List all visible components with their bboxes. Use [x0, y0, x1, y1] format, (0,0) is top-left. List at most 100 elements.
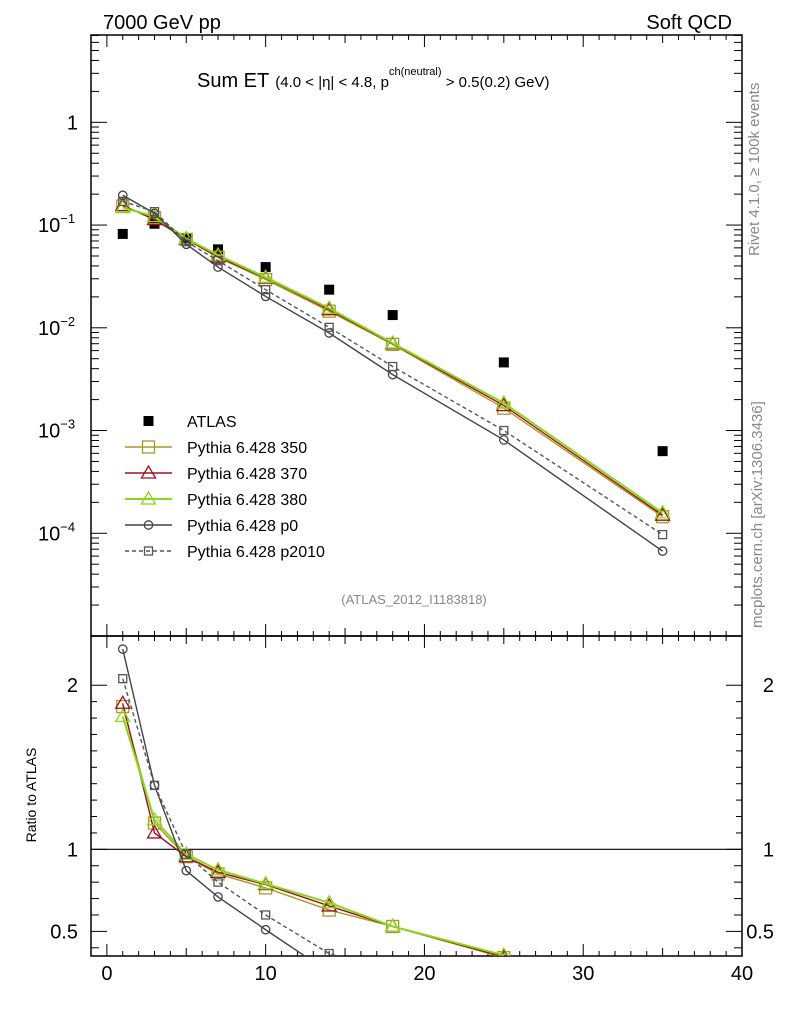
marker-square-small	[181, 849, 191, 859]
marker-circle	[657, 546, 668, 556]
main-series-line-p0	[122, 194, 664, 552]
marker-triangle	[257, 269, 274, 283]
marker-square	[497, 950, 511, 956]
marker-triangle	[321, 301, 338, 316]
main-title-superscript: ch(neutral)	[389, 66, 442, 78]
main-title-detail: (4.0 < |η| < 4.8, p	[275, 74, 389, 91]
header-left-label: 7000 GeV pp	[103, 12, 221, 34]
marker-triangle	[257, 875, 274, 890]
marker-triangle	[140, 464, 157, 479]
marker-atlas	[260, 262, 271, 273]
marker-square-small	[149, 207, 160, 217]
marker-atlas	[143, 416, 154, 426]
marker-triangle	[114, 199, 131, 214]
marker-square-small	[181, 236, 191, 247]
marker-circle	[117, 190, 128, 201]
marker-circle	[117, 644, 128, 654]
marker-atlas	[324, 284, 335, 295]
x-tick-label: 10	[255, 963, 277, 985]
marker-triangle	[209, 861, 227, 876]
marker-square-small	[388, 361, 398, 372]
ratio-series-line-py370	[122, 703, 504, 956]
marker-square-small	[118, 674, 128, 684]
main-y-tick-label: 10−4	[38, 519, 75, 545]
x-tick-label: 40	[731, 963, 753, 985]
legend-label-py380: Pythia 6.428 380	[187, 492, 307, 509]
marker-circle	[213, 262, 223, 272]
ratio-series-line-p2010	[122, 678, 340, 956]
legend: ATLAS Pythia 6.428 350 Pythia 6.428 370 Pyt…	[125, 414, 325, 561]
marker-square-small	[324, 322, 334, 333]
main-title-text: Sum ET	[197, 70, 269, 92]
marker-circle	[260, 924, 271, 935]
marker-triangle	[321, 299, 338, 314]
marker-triangle	[114, 694, 131, 709]
marker-triangle	[140, 490, 157, 505]
ratio-series-group	[114, 644, 511, 956]
x-tick-label: 30	[572, 963, 594, 985]
ratio-y-tick-label: 2	[67, 675, 78, 697]
header-right-label: Soft QCD	[646, 12, 732, 34]
ratio-frame	[90, 635, 743, 957]
x-tick-label: 0	[101, 963, 112, 985]
ratio-series-line-py350	[122, 706, 501, 956]
marker-triangle	[384, 334, 401, 349]
marker-circle	[213, 892, 223, 902]
marker-square-small	[143, 546, 154, 556]
marker-square-small	[657, 529, 668, 540]
marker-atlas	[117, 228, 128, 239]
main-series-line-p2010	[122, 200, 663, 536]
main-title-detail-end: > 0.5(0.2) GeV)	[442, 74, 550, 91]
main-y-tick-label: 10−1	[38, 211, 75, 237]
main-y-tick-label: 1	[67, 112, 78, 134]
marker-square-small	[261, 910, 271, 920]
marker-square-small	[213, 256, 223, 266]
x-tick-label: 20	[413, 963, 435, 985]
marker-triangle	[146, 824, 163, 839]
marker-triangle	[146, 811, 163, 826]
main-panel: 1 10−1 10−2 10−3 10−4	[38, 34, 743, 637]
legend-label-py370: Pythia 6.428 370	[187, 466, 307, 483]
marker-square	[141, 440, 156, 454]
marker-triangle	[654, 506, 671, 521]
marker-square	[386, 337, 400, 352]
marker-circle	[143, 520, 154, 530]
marker-circle	[324, 328, 335, 338]
marker-atlas	[498, 357, 509, 368]
ratio-y-tick-label-right: 0.5	[746, 921, 774, 943]
marker-circle	[260, 291, 271, 302]
marker-square-small	[261, 285, 271, 295]
ratio-series-line-p0	[122, 648, 306, 956]
ratio-y-axis-label: Ratio to ATLAS	[23, 748, 39, 843]
main-y-tick-label: 10−3	[38, 417, 75, 443]
main-title: Sum ET (4.0 < |η| < 4.8, pch(neutral) > 0…	[197, 66, 550, 92]
marker-triangle	[499, 948, 509, 956]
legend-label-p2010: Pythia 6.428 p2010	[187, 544, 325, 561]
rivet-version-label: Rivet 4.1.0, ≥ 100k events	[746, 83, 763, 256]
marker-triangle	[495, 394, 512, 409]
ratio-y-tick-label: 0.5	[50, 921, 78, 943]
ratio-y-tick-label-right: 2	[763, 675, 774, 697]
marker-atlas	[657, 446, 668, 457]
analysis-tag: (ATLAS_2012_I1183818)	[341, 592, 487, 607]
legend-label-py350: Pythia 6.428 350	[187, 440, 307, 457]
marker-circle	[498, 435, 509, 445]
marker-triangle	[498, 946, 510, 956]
marker-square-small	[324, 948, 334, 956]
marker-square-small	[118, 196, 128, 207]
ratio-panel: 0 10 20 30 40 2 2 1 1 0.5 0.5	[50, 635, 774, 985]
marker-circle	[181, 865, 192, 876]
marker-triangle	[384, 918, 401, 933]
ratio-y-tick-label-right: 1	[763, 839, 774, 861]
mcplots-label: mcplots.cern.ch [arXiv:1306.3436]	[749, 401, 766, 628]
legend-label-p0: Pythia 6.428 p0	[187, 518, 298, 535]
marker-square-small	[499, 425, 509, 436]
marker-triangle	[654, 504, 671, 519]
marker-triangle	[114, 708, 131, 723]
marker-square-small	[213, 877, 223, 887]
marker-atlas	[387, 310, 398, 321]
ratio-series-line-py380	[121, 716, 505, 956]
legend-label-atlas: ATLAS	[187, 414, 237, 431]
main-y-tick-label: 10−2	[38, 314, 75, 340]
ratio-y-tick-label: 1	[67, 839, 78, 861]
